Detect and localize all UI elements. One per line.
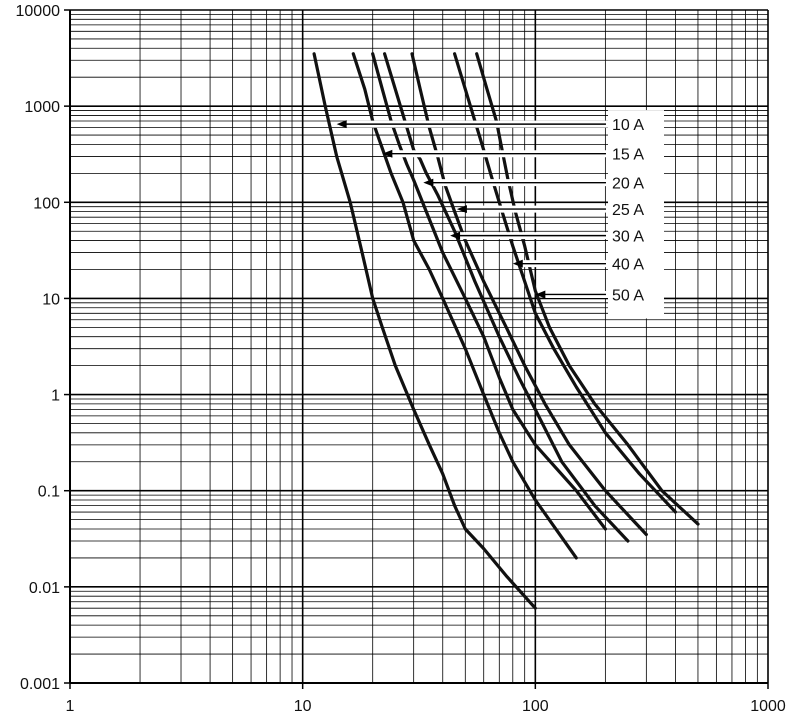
- x-tick-label: 10: [294, 698, 312, 715]
- legend-label: 20 A: [612, 176, 644, 193]
- x-tick-label: 100: [522, 698, 549, 715]
- legend-label: 15 A: [612, 147, 644, 164]
- fuse-curve-20a: [371, 52, 607, 531]
- legend-arrow-head: [336, 120, 347, 129]
- x-tick-label: 1: [66, 698, 75, 715]
- y-tick-label: 10000: [16, 3, 61, 20]
- legend-arrow-head: [456, 205, 467, 214]
- fuse-curve-25a: [383, 52, 630, 543]
- legend-arrow-head: [382, 149, 393, 158]
- y-tick-label: 100: [33, 195, 60, 212]
- y-tick-label: 0.1: [38, 484, 60, 501]
- y-tick-label: 0.01: [29, 580, 60, 597]
- x-tick-label: 1000: [750, 698, 786, 715]
- fuse-curve-10a: [312, 52, 537, 610]
- y-tick-label: 10: [42, 291, 60, 308]
- legend-label: 40 A: [612, 257, 644, 274]
- legend-arrow-head: [512, 259, 523, 268]
- legend-box: [608, 110, 664, 319]
- legend-label: 50 A: [612, 287, 644, 304]
- legend-label: 10 A: [612, 117, 644, 134]
- fuse-curve-30a: [410, 52, 648, 537]
- y-tick-label: 1: [51, 388, 60, 405]
- legend-label: 25 A: [612, 202, 644, 219]
- legend-arrow-head: [450, 231, 461, 240]
- y-tick-label: 1000: [24, 99, 60, 116]
- legend-arrow-head: [535, 290, 546, 299]
- y-tick-label: 0.001: [20, 676, 60, 693]
- legend-label: 30 A: [612, 229, 644, 246]
- legend-arrow-head: [423, 178, 434, 187]
